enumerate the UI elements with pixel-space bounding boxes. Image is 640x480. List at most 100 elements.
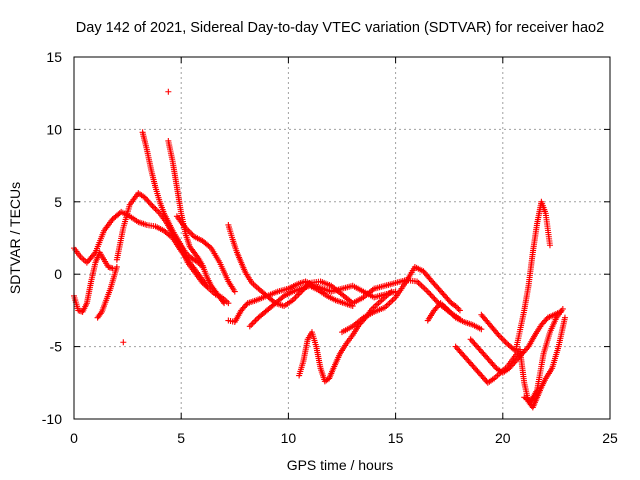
data-point <box>474 368 481 375</box>
data-point <box>444 295 451 302</box>
data-point <box>246 323 253 330</box>
data-point <box>418 282 425 289</box>
data-point <box>240 304 247 311</box>
data-point <box>445 307 452 314</box>
data-point <box>444 305 451 312</box>
x-tick-label: 15 <box>388 430 404 446</box>
series-sat-q <box>521 305 566 405</box>
data-point <box>189 232 196 239</box>
data-point <box>391 295 398 302</box>
data-point <box>495 332 502 339</box>
series-sat-j <box>246 282 356 330</box>
data-point <box>475 345 482 352</box>
data-point <box>155 208 162 215</box>
data-point <box>144 197 151 204</box>
data-point <box>475 369 482 376</box>
data-point <box>183 226 190 233</box>
data-point <box>388 298 395 305</box>
data-point <box>468 337 475 344</box>
data-point <box>220 298 227 305</box>
x-tick-label: 0 <box>70 430 78 446</box>
data-point <box>441 292 448 299</box>
data-point <box>452 303 459 310</box>
x-tick-label: 5 <box>177 430 185 446</box>
data-point <box>461 353 468 360</box>
data-point <box>435 303 442 310</box>
data-point <box>436 287 443 294</box>
data-point <box>438 288 445 295</box>
x-axis-label: GPS time / hours <box>287 457 394 473</box>
data-point <box>251 318 258 325</box>
chart-title: Day 142 of 2021, Sidereal Day-to-day VTE… <box>76 20 604 36</box>
data-point <box>440 291 447 298</box>
data-point <box>546 242 553 249</box>
data-point <box>429 278 436 285</box>
data-point <box>460 352 467 359</box>
data-point <box>445 297 452 304</box>
data-point <box>430 294 437 301</box>
data-point <box>489 360 496 367</box>
data-point <box>185 227 192 234</box>
data-point <box>243 301 250 308</box>
data-point <box>542 317 549 324</box>
x-tick-label: 20 <box>495 430 511 446</box>
data-point <box>465 358 472 365</box>
data-point <box>484 355 491 362</box>
axis-ticks: 0 5 10 15 20 25 -10 -5 0 5 10 15 <box>42 49 618 446</box>
data-point <box>502 339 509 346</box>
data-point <box>481 352 488 359</box>
data-point <box>151 204 158 211</box>
data-point <box>293 292 300 299</box>
data-point <box>451 313 458 320</box>
y-tick-label: 15 <box>46 49 62 65</box>
series-sat-o <box>478 198 553 354</box>
data-point <box>182 249 189 256</box>
data-point <box>186 229 193 236</box>
data-point <box>389 297 396 304</box>
data-point <box>249 320 256 327</box>
data-point <box>242 303 249 310</box>
data-point <box>452 343 459 350</box>
data-point <box>455 305 462 312</box>
data-point <box>188 230 195 237</box>
data-point <box>113 263 120 270</box>
series-sat-g <box>173 213 238 295</box>
data-point <box>426 290 433 297</box>
data-point <box>349 303 356 310</box>
data-point <box>386 300 393 307</box>
data-point <box>490 362 497 369</box>
plot-frame <box>73 56 611 420</box>
series-sat-i <box>225 278 399 325</box>
data-point <box>153 207 160 214</box>
data-point <box>455 346 462 353</box>
data-point <box>485 356 492 363</box>
data-point <box>432 297 439 304</box>
data-point <box>471 365 478 372</box>
data-point <box>141 194 148 201</box>
data-point <box>231 288 238 295</box>
data-point <box>462 355 469 362</box>
data-point <box>459 350 466 357</box>
data-point <box>388 288 395 295</box>
data-point <box>540 318 547 325</box>
data-point <box>468 360 475 367</box>
data-point <box>238 307 245 314</box>
data-point <box>430 279 437 286</box>
data-point <box>443 294 450 301</box>
data-point <box>423 287 430 294</box>
x-tick-label: 10 <box>281 430 297 446</box>
series-sat-p <box>452 314 568 411</box>
data-point <box>472 342 479 349</box>
data-point <box>470 363 477 370</box>
y-tick-label: 5 <box>54 194 62 210</box>
data-point <box>478 372 485 379</box>
data-point <box>499 336 506 343</box>
series-sat-e <box>139 129 206 270</box>
y-tick-label: -10 <box>42 411 62 427</box>
data-point <box>477 347 484 354</box>
data-point <box>291 295 298 302</box>
data-point <box>206 243 213 250</box>
series-outliers <box>120 88 172 346</box>
data-point <box>289 297 296 304</box>
data-point <box>446 308 453 315</box>
